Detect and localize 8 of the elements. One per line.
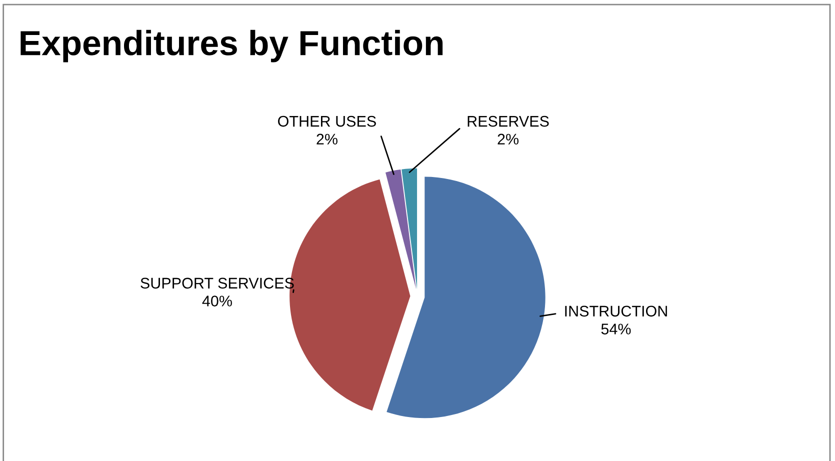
slice-label: RESERVES [468, 116, 549, 127]
slice-label: OTHER USES [278, 116, 376, 127]
data-label: 54% [601, 324, 631, 334]
data-label: 2% [316, 134, 338, 145]
data-label: 40% [202, 296, 232, 306]
chart-title: Expenditures by Function [20, 30, 443, 62]
data-label: 2% [498, 134, 519, 145]
slice-label: INSTRUCTION [565, 306, 667, 317]
